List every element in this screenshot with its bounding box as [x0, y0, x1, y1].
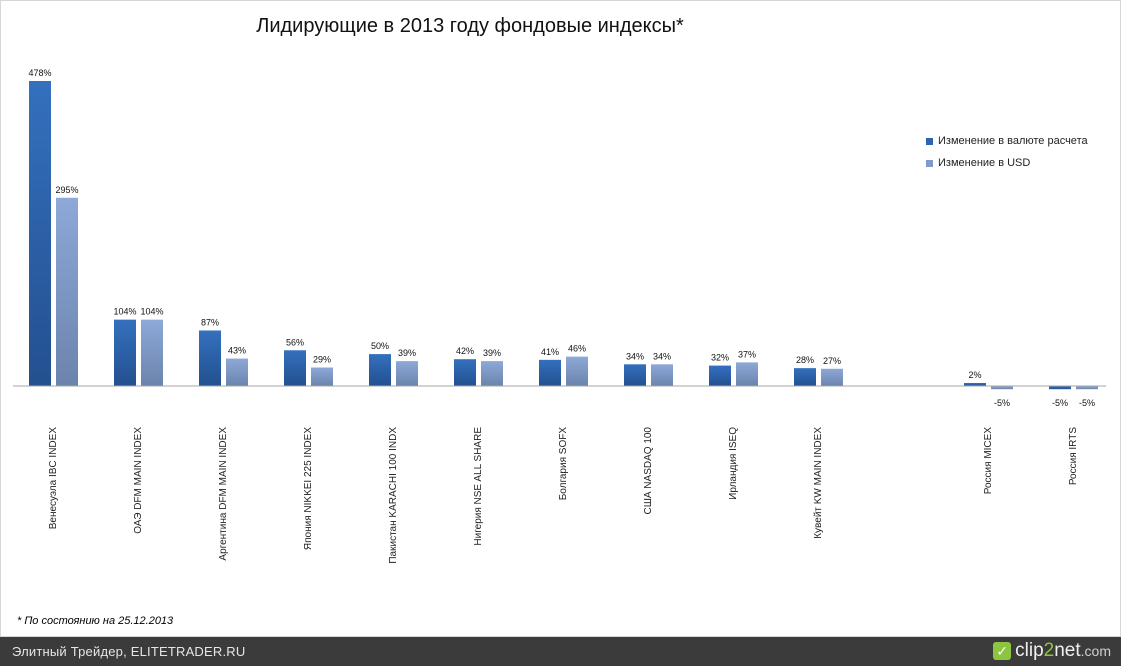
- brand-com: .com: [1080, 643, 1111, 659]
- bar-s1-4: [369, 354, 391, 386]
- bar-s1-3: [284, 350, 306, 386]
- category-label-9: Кувейт KW MAIN INDEX: [813, 427, 824, 539]
- bar-s1-12: [1049, 386, 1071, 390]
- chart-title: Лидирующие в 2013 году фондовые индексы*: [256, 15, 684, 37]
- data-label-s1-2: 87%: [201, 317, 219, 327]
- bar-s1-6: [539, 359, 561, 386]
- category-label-0: Венесуэла IBC INDEX: [48, 427, 59, 530]
- bar-s2-6: [566, 356, 588, 386]
- bar-s2-5: [481, 361, 503, 386]
- clip2net-logo[interactable]: ✓ clip 2 net .com: [993, 640, 1111, 662]
- data-label-s2-5: 39%: [483, 348, 501, 358]
- data-label-s2-11: -5%: [994, 398, 1010, 408]
- category-label-11: Россия MICEX: [983, 427, 994, 495]
- category-label-2: Аргентина DFM MAIN INDEX: [218, 427, 229, 561]
- data-label-s1-4: 50%: [371, 341, 389, 351]
- data-label-s1-0: 478%: [28, 68, 51, 78]
- data-label-s2-12: -5%: [1079, 398, 1095, 408]
- data-label-s2-3: 29%: [313, 354, 331, 364]
- bar-s1-8: [709, 365, 731, 386]
- bar-s1-2: [199, 330, 221, 386]
- bar-chart: 478% 295% 104% 104% 87% 43% 56% 29% 50% 39% 42% 39%…: [13, 68, 1106, 564]
- bar-s1-1: [114, 319, 136, 386]
- bar-s2-3: [311, 367, 333, 386]
- data-label-s2-6: 46%: [568, 344, 586, 354]
- legend-label-usd: Изменение в USD: [938, 157, 1031, 169]
- bar-s2-12: [1076, 386, 1098, 390]
- legend-item-usd: Изменение в USD: [926, 152, 1088, 174]
- checkmark-icon: ✓: [993, 642, 1012, 660]
- bar-s1-7: [624, 364, 646, 386]
- bar-s2-11: [991, 386, 1013, 390]
- brand-net: net: [1054, 640, 1081, 661]
- bar-s2-7: [651, 364, 673, 386]
- legend-swatch-usd: [926, 159, 933, 167]
- bar-s2-9: [821, 368, 843, 386]
- data-label-s1-8: 32%: [711, 353, 729, 363]
- category-label-12: Россия IRTS: [1068, 427, 1079, 485]
- data-label-s1-12: -5%: [1052, 398, 1068, 408]
- bar-s2-8: [736, 362, 758, 386]
- bar-s2-0: [56, 197, 78, 386]
- data-label-s2-9: 27%: [823, 356, 841, 366]
- data-label-s2-7: 34%: [653, 351, 671, 361]
- data-label-s2-4: 39%: [398, 348, 416, 358]
- footnote: * По состоянию на 25.12.2013: [17, 615, 174, 627]
- data-label-s1-6: 41%: [541, 347, 559, 357]
- legend-swatch-local: [926, 137, 933, 145]
- data-label-s2-8: 37%: [738, 349, 756, 359]
- category-label-5: Нигерия NSE ALL SHARE: [473, 427, 484, 546]
- data-label-s2-1: 104%: [140, 307, 163, 317]
- legend-label-local: Изменение в валюте расчета: [938, 135, 1088, 147]
- data-label-s2-2: 43%: [228, 346, 246, 356]
- category-label-7: США NASDAQ 100: [643, 427, 654, 515]
- data-label-s2-0: 295%: [55, 185, 78, 195]
- legend-item-local: Изменение в валюте расчета: [926, 130, 1088, 152]
- chart-legend: Изменение в валюте расчета Изменение в U…: [926, 130, 1088, 174]
- brand-pre: clip: [1015, 640, 1044, 661]
- bar-s1-0: [29, 81, 51, 386]
- bar-s2-4: [396, 361, 418, 386]
- category-label-8: Ирландия ISEQ: [728, 427, 739, 500]
- data-label-s1-3: 56%: [286, 337, 304, 347]
- bar-s1-9: [794, 368, 816, 386]
- category-label-1: ОАЭ DFM MAIN INDEX: [133, 427, 144, 534]
- data-label-s1-5: 42%: [456, 346, 474, 356]
- data-label-s1-11: 2%: [968, 370, 981, 380]
- chart-area: Лидирующие в 2013 году фондовые индексы*…: [0, 0, 1121, 637]
- data-label-s1-7: 34%: [626, 351, 644, 361]
- bar-s2-2: [226, 358, 248, 386]
- bar-s1-11: [964, 383, 986, 386]
- footer-source: Элитный Трейдер, ELITETRADER.RU: [12, 644, 246, 659]
- category-label-6: Болгария SOFX: [558, 427, 569, 501]
- category-label-3: Япония NIKKEI 225 INDEX: [303, 427, 314, 550]
- bar-s1-5: [454, 359, 476, 386]
- bar-s2-1: [141, 319, 163, 386]
- brand-two: 2: [1043, 640, 1055, 661]
- data-label-s1-1: 104%: [113, 307, 136, 317]
- footer-bar: Элитный Трейдер, ELITETRADER.RU ✓ clip 2 n…: [0, 637, 1121, 666]
- data-label-s1-9: 28%: [796, 355, 814, 365]
- category-label-4: Пакистан KARACHI 100 INDX: [388, 427, 399, 564]
